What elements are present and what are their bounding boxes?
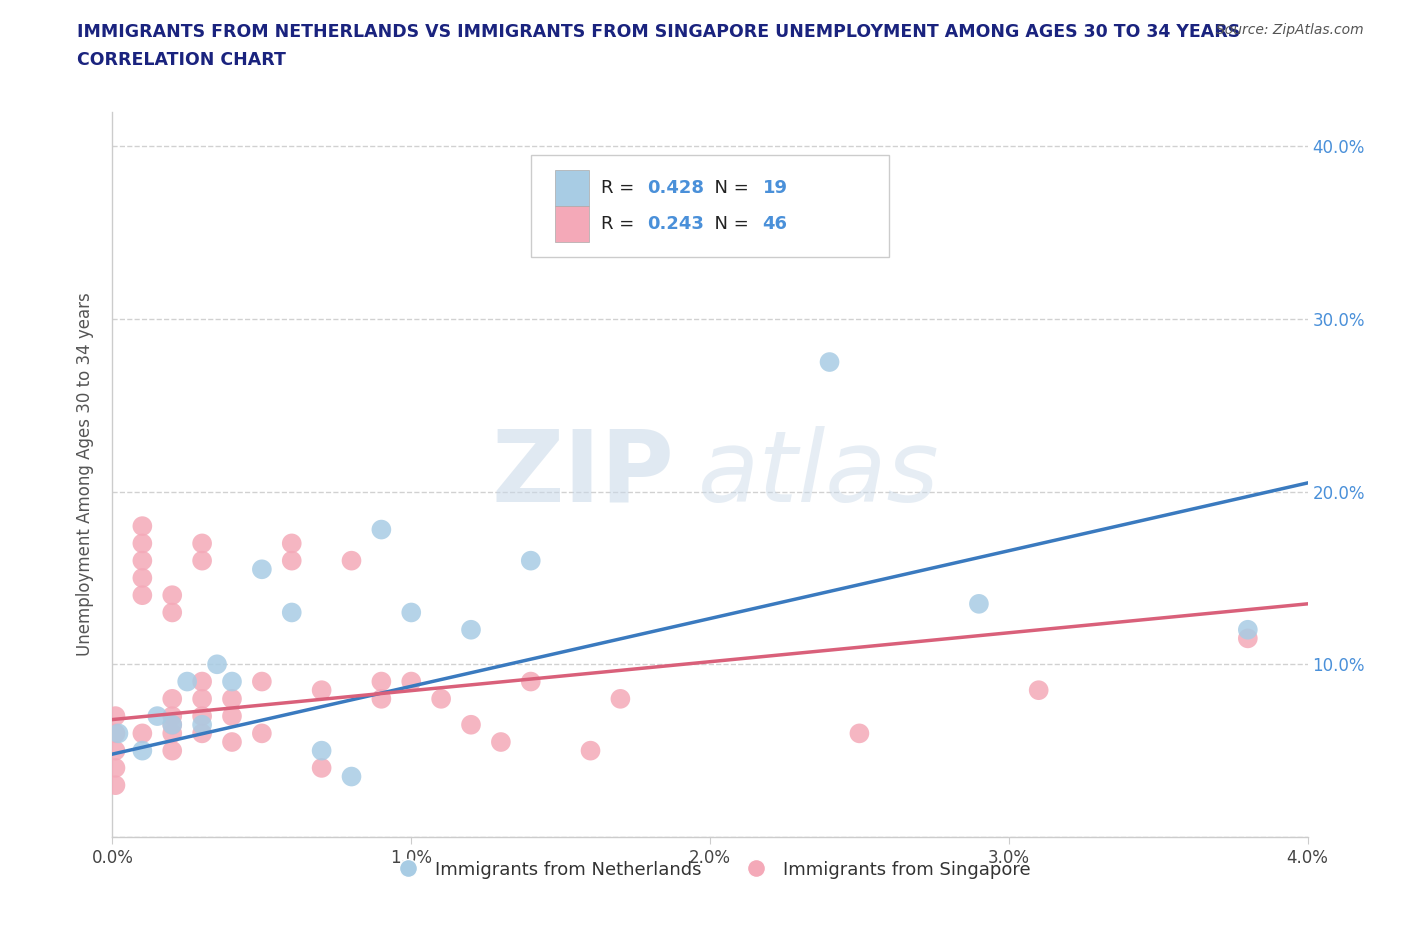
Point: [191, 674, 214, 689]
Point: [131, 570, 153, 585]
Point: [162, 588, 183, 603]
Point: [1237, 622, 1260, 637]
Text: 19: 19: [762, 179, 787, 197]
Point: [250, 562, 273, 577]
Point: [967, 596, 990, 611]
Text: 0.243: 0.243: [647, 215, 703, 233]
Point: [191, 726, 214, 741]
Point: [221, 691, 243, 706]
Point: [104, 743, 127, 758]
Point: [370, 691, 392, 706]
Point: [848, 726, 870, 741]
Point: [311, 761, 333, 776]
Text: atlas: atlas: [699, 426, 939, 523]
Text: CORRELATION CHART: CORRELATION CHART: [77, 51, 287, 69]
Text: 0.428: 0.428: [647, 179, 703, 197]
Point: [104, 726, 127, 741]
Point: [281, 553, 304, 568]
Y-axis label: Unemployment Among Ages 30 to 34 years: Unemployment Among Ages 30 to 34 years: [76, 292, 94, 657]
Text: N =: N =: [703, 215, 755, 233]
Point: [205, 657, 228, 671]
Point: [520, 674, 543, 689]
Text: R =: R =: [602, 179, 640, 197]
Text: IMMIGRANTS FROM NETHERLANDS VS IMMIGRANTS FROM SINGAPORE UNEMPLOYMENT AMONG AGES: IMMIGRANTS FROM NETHERLANDS VS IMMIGRANT…: [77, 23, 1240, 41]
Point: [162, 709, 183, 724]
Point: [401, 674, 423, 689]
Point: [162, 691, 183, 706]
Point: [162, 605, 183, 620]
Point: [131, 743, 153, 758]
Point: [191, 553, 214, 568]
Point: [281, 536, 304, 551]
Point: [311, 683, 333, 698]
Point: [281, 605, 304, 620]
Text: R =: R =: [602, 215, 640, 233]
Point: [818, 354, 841, 369]
Point: [104, 761, 127, 776]
Legend: Immigrants from Netherlands, Immigrants from Singapore: Immigrants from Netherlands, Immigrants …: [382, 854, 1038, 886]
Point: [131, 553, 153, 568]
Point: [1028, 683, 1050, 698]
Point: [430, 691, 453, 706]
Point: [131, 726, 153, 741]
Text: Source: ZipAtlas.com: Source: ZipAtlas.com: [1216, 23, 1364, 37]
Point: [609, 691, 631, 706]
Point: [370, 522, 392, 537]
Point: [401, 605, 423, 620]
Point: [104, 709, 127, 724]
Point: [460, 717, 482, 732]
Point: [250, 726, 273, 741]
Text: N =: N =: [703, 179, 755, 197]
Point: [340, 769, 363, 784]
Point: [489, 735, 512, 750]
Point: [579, 743, 602, 758]
Point: [1237, 631, 1260, 645]
FancyBboxPatch shape: [554, 170, 589, 206]
Point: [162, 743, 183, 758]
Point: [191, 691, 214, 706]
FancyBboxPatch shape: [531, 155, 890, 257]
Point: [520, 553, 543, 568]
Text: ZIP: ZIP: [491, 426, 675, 523]
Point: [162, 726, 183, 741]
Point: [221, 674, 243, 689]
Text: 46: 46: [762, 215, 787, 233]
Point: [107, 726, 129, 741]
FancyBboxPatch shape: [554, 206, 589, 242]
Point: [191, 717, 214, 732]
Point: [370, 674, 392, 689]
Point: [131, 536, 153, 551]
Point: [162, 717, 183, 732]
Point: [250, 674, 273, 689]
Point: [176, 674, 198, 689]
Point: [104, 777, 127, 792]
Point: [162, 717, 183, 732]
Point: [131, 519, 153, 534]
Point: [191, 709, 214, 724]
Point: [340, 553, 363, 568]
Point: [460, 622, 482, 637]
Point: [131, 588, 153, 603]
Point: [311, 743, 333, 758]
Point: [221, 735, 243, 750]
Point: [146, 709, 169, 724]
Point: [221, 709, 243, 724]
Point: [191, 536, 214, 551]
